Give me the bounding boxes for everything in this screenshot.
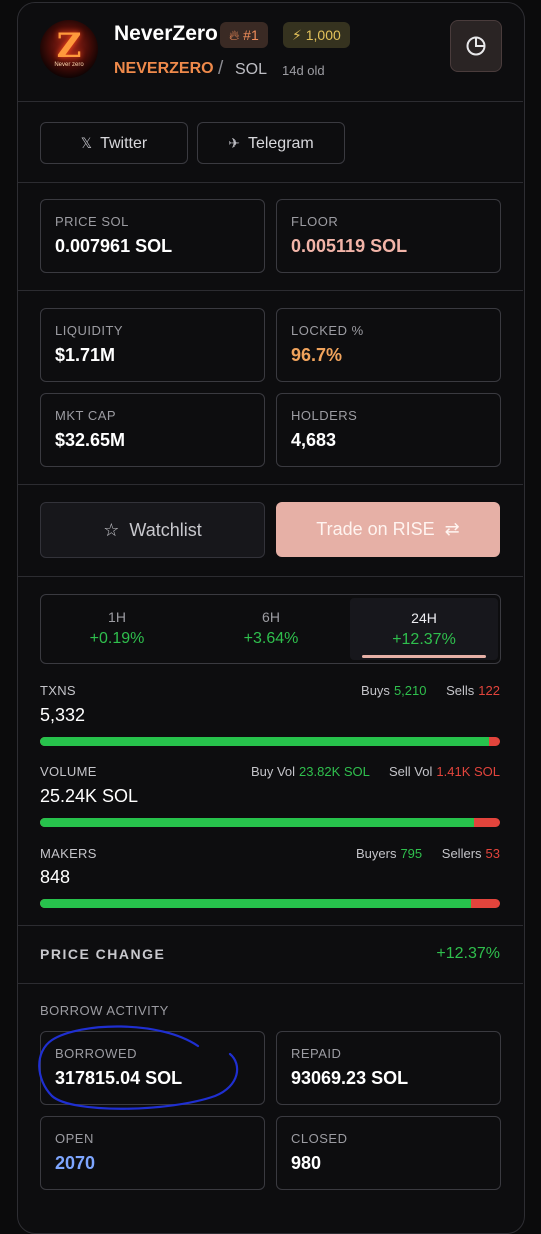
- swap-icon: ⇄: [444, 519, 460, 539]
- price-value: 0.007961 SOL: [55, 236, 173, 256]
- makers-breakdown: Buyers 795 Sellers 53: [355, 846, 500, 861]
- chain-label: SOL: [235, 61, 268, 78]
- token-name: NeverZero: [114, 22, 218, 45]
- tab-1h[interactable]: 1H +0.19%: [43, 595, 191, 663]
- open-card: OPEN 2070: [40, 1116, 265, 1190]
- divider: [18, 576, 523, 577]
- volume-bar-fill: [40, 818, 475, 827]
- chart-toggle-button[interactable]: [450, 20, 502, 72]
- logo-text: Never zero: [54, 62, 84, 68]
- price-card: PRICE SOL 0.007961 SOL: [40, 199, 265, 273]
- volume-bar: [40, 818, 500, 827]
- borrowed-card: BORROWED 317815.04 SOL: [40, 1031, 265, 1105]
- tab-6h[interactable]: 6H +3.64%: [197, 595, 345, 663]
- liquidity-card: LIQUIDITY $1.71M: [40, 308, 265, 382]
- txns-bar-fill: [40, 737, 490, 746]
- repaid-value: 93069.23 SOL: [291, 1068, 409, 1088]
- repaid-card: REPAID 93069.23 SOL: [276, 1031, 501, 1105]
- floor-card: FLOOR 0.005119 SOL: [276, 199, 501, 273]
- makers-label: MAKERS: [40, 846, 97, 861]
- tab-label: 24H: [411, 610, 437, 626]
- price-change-value: +12.37%: [436, 945, 500, 962]
- makers-bar-fill: [40, 899, 472, 908]
- token-age: 14d old: [282, 63, 325, 78]
- telegram-icon: ✈: [228, 135, 240, 151]
- rank-badge: 🔥︎ #1: [220, 22, 268, 48]
- pie-chart-icon: [466, 36, 486, 56]
- twitter-button[interactable]: 𝕏 Twitter: [40, 122, 188, 164]
- locked-label: LOCKED %: [291, 323, 364, 338]
- liquidity-value: $1.71M: [55, 345, 116, 365]
- divider: [18, 101, 523, 102]
- watchlist-button[interactable]: ☆ Watchlist: [40, 502, 265, 558]
- flame-icon: 🔥︎: [229, 27, 240, 43]
- tab-label: 1H: [108, 609, 126, 625]
- price-change-label: PRICE CHANGE: [40, 946, 166, 962]
- floor-value: 0.005119 SOL: [291, 236, 408, 256]
- liquidity-label: LIQUIDITY: [55, 323, 124, 338]
- trade-button[interactable]: Trade on RISE ⇄: [276, 502, 500, 557]
- active-tab-indicator: [362, 655, 486, 658]
- token-logo: Z Never zero: [40, 20, 98, 78]
- locked-value: 96.7%: [291, 345, 343, 365]
- token-ticker: NEVERZERO: [114, 60, 214, 77]
- divider: [18, 182, 523, 183]
- makers-value: 848: [40, 867, 71, 887]
- mktcap-card: MKT CAP $32.65M: [40, 393, 265, 467]
- borrowed-label: BORROWED: [55, 1046, 137, 1061]
- telegram-button[interactable]: ✈ Telegram: [197, 122, 345, 164]
- bolt-badge: ⚡︎ 1,000: [283, 22, 350, 48]
- volume-breakdown: Buy Vol 23.82K SOL Sell Vol 1.41K SOL: [250, 764, 500, 779]
- floor-label: FLOOR: [291, 214, 339, 229]
- locked-card: LOCKED % 96.7%: [276, 308, 501, 382]
- mktcap-value: $32.65M: [55, 430, 126, 450]
- txns-label: TXNS: [40, 683, 76, 698]
- borrow-activity-label: BORROW ACTIVITY: [40, 1003, 169, 1018]
- volume-value: 25.24K SOL: [40, 786, 139, 806]
- divider: [18, 484, 523, 485]
- holders-card: HOLDERS 4,683: [276, 393, 501, 467]
- price-label: PRICE SOL: [55, 214, 129, 229]
- divider: [18, 925, 523, 926]
- tab-label: 6H: [262, 609, 280, 625]
- star-icon: ☆: [103, 520, 120, 540]
- txns-bar: [40, 737, 500, 746]
- volume-label: VOLUME: [40, 764, 97, 779]
- closed-card: CLOSED 980: [276, 1116, 501, 1190]
- repaid-label: REPAID: [291, 1046, 342, 1061]
- holders-value: 4,683: [291, 430, 337, 450]
- open-label: OPEN: [55, 1131, 94, 1146]
- txns-breakdown: Buys 5,210 Sells 122: [361, 683, 500, 698]
- closed-value: 980: [291, 1153, 322, 1173]
- holders-label: HOLDERS: [291, 408, 358, 423]
- ticker-separator: /: [218, 58, 224, 79]
- borrowed-value: 317815.04 SOL: [55, 1068, 183, 1088]
- period-tabs: 1H +0.19% 6H +3.64% 24H +12.37%: [40, 594, 501, 664]
- tab-change: +3.64%: [243, 630, 299, 647]
- logo-mark: Z: [56, 26, 82, 66]
- closed-label: CLOSED: [291, 1131, 348, 1146]
- divider: [18, 290, 523, 291]
- tab-change: +12.37%: [392, 631, 456, 648]
- makers-bar: [40, 899, 500, 908]
- bolt-icon: ⚡︎: [292, 27, 302, 43]
- tab-24h[interactable]: 24H +12.37%: [350, 598, 498, 660]
- mktcap-label: MKT CAP: [55, 408, 117, 423]
- tab-change: +0.19%: [89, 630, 145, 647]
- txns-value: 5,332: [40, 705, 86, 725]
- open-value: 2070: [55, 1153, 96, 1173]
- x-icon: 𝕏: [80, 135, 93, 151]
- divider: [18, 983, 523, 984]
